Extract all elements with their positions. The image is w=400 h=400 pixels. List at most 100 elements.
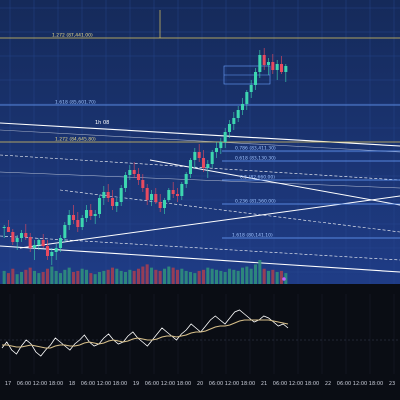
candle-body bbox=[6, 227, 11, 232]
candle-body bbox=[232, 118, 236, 124]
oscillator bbox=[0, 309, 400, 357]
candle-body bbox=[253, 72, 258, 85]
candle-body bbox=[89, 210, 93, 216]
volume-bar bbox=[41, 272, 45, 284]
volume-bar bbox=[15, 274, 19, 284]
time-axis bbox=[0, 374, 400, 400]
fib-label: 1.618 (80,141.10) bbox=[232, 233, 273, 239]
candle-body bbox=[32, 245, 37, 248]
candle-body bbox=[110, 198, 115, 206]
annotation-label: 1h 08 bbox=[95, 120, 109, 126]
candle-body bbox=[45, 246, 50, 256]
annotations: 1h 08 bbox=[95, 120, 286, 281]
volume-bar bbox=[80, 268, 84, 284]
x-tick-label: 20 bbox=[197, 381, 203, 387]
candle-body bbox=[154, 194, 158, 202]
volume-bar bbox=[197, 270, 201, 284]
volume-bar bbox=[279, 270, 284, 284]
pane-separator bbox=[0, 284, 400, 294]
x-tick-label: 19 bbox=[133, 381, 139, 387]
fib-label: 0.786 (83,411.30) bbox=[235, 146, 276, 152]
fib-label: 1.618 (85,601.70) bbox=[55, 100, 96, 106]
volume-bar bbox=[167, 266, 171, 284]
volume-bar bbox=[24, 269, 28, 284]
volume-bar bbox=[50, 266, 54, 284]
volume-bar bbox=[271, 269, 275, 284]
trendline-upper-2 bbox=[0, 129, 400, 153]
volume-bar bbox=[119, 270, 123, 284]
volume-bar bbox=[67, 267, 71, 284]
candle-body bbox=[67, 215, 71, 225]
volume-bar bbox=[6, 273, 11, 284]
volume-bar bbox=[123, 272, 128, 284]
candle-body bbox=[149, 194, 154, 200]
volume-bar bbox=[2, 270, 6, 284]
x-tick-label: 06:00 bbox=[337, 381, 351, 387]
osc-line-slow bbox=[2, 319, 289, 349]
x-tick-label: 12:00 bbox=[161, 381, 175, 387]
candle-body bbox=[184, 174, 188, 184]
x-tick-label: 18:00 bbox=[369, 381, 383, 387]
candle-body bbox=[214, 148, 219, 152]
x-axis-ticks: 17 06:00 12:00 18:00 18 06:00 12:00 18:00 19 06:0… bbox=[5, 381, 395, 387]
x-tick-label: 18 bbox=[69, 381, 75, 387]
candle-body bbox=[128, 170, 132, 175]
candle-body bbox=[193, 152, 197, 160]
candle-body bbox=[158, 202, 162, 208]
volume-bar bbox=[132, 270, 136, 284]
candle-body bbox=[188, 160, 193, 174]
x-tick-label: 06:00 bbox=[17, 381, 31, 387]
candle-body bbox=[132, 170, 136, 174]
volume-bar bbox=[11, 268, 15, 284]
volume-bar bbox=[232, 269, 236, 284]
candle-body bbox=[102, 192, 106, 198]
candle-body bbox=[240, 104, 245, 110]
volume-bar bbox=[97, 272, 102, 284]
candle-body bbox=[275, 64, 279, 70]
fib-label: 0.5 (82,660.00) bbox=[240, 175, 275, 181]
volume-bar bbox=[188, 272, 193, 284]
volume-bar bbox=[193, 273, 197, 284]
candle-body bbox=[37, 240, 41, 245]
candle-body bbox=[245, 92, 249, 104]
candle-body bbox=[93, 214, 97, 216]
volume-bar bbox=[19, 272, 24, 284]
volume-bar bbox=[258, 260, 262, 284]
volume-bar bbox=[141, 266, 145, 284]
candle-body bbox=[50, 252, 54, 256]
candle-body bbox=[162, 200, 167, 208]
candle-body bbox=[58, 238, 63, 248]
fib-label: 1.272 (84,645.80) bbox=[55, 137, 96, 143]
candle-body bbox=[210, 152, 214, 164]
candle-body bbox=[227, 124, 232, 132]
volume-bar bbox=[28, 267, 32, 284]
oscillator-pane bbox=[0, 294, 400, 374]
candle-body bbox=[145, 188, 149, 200]
volume-bar bbox=[76, 270, 80, 284]
volume-bar bbox=[180, 268, 184, 284]
volume-bar bbox=[71, 272, 76, 284]
volume-bar bbox=[206, 267, 210, 284]
candle-body bbox=[201, 158, 206, 168]
x-tick-label: 06:00 bbox=[209, 381, 223, 387]
candle-body bbox=[106, 192, 110, 198]
x-tick-label: 12:00 bbox=[289, 381, 303, 387]
candle-body bbox=[266, 62, 271, 65]
volume-bar bbox=[262, 268, 266, 284]
candle-body bbox=[223, 132, 227, 142]
x-tick-label: 06:00 bbox=[81, 381, 95, 387]
volume-bar bbox=[236, 270, 240, 284]
x-tick-label: 23 bbox=[389, 381, 395, 387]
candle-body bbox=[63, 225, 67, 238]
candle-body bbox=[84, 210, 89, 218]
candle-body bbox=[279, 64, 284, 72]
candle-body bbox=[271, 62, 275, 70]
volume-bar bbox=[219, 270, 223, 284]
volume-bar bbox=[201, 269, 206, 284]
candle-body bbox=[219, 142, 223, 148]
trendline-dashed-3 bbox=[0, 235, 400, 261]
x-tick-label: 17 bbox=[5, 381, 11, 387]
volume-bar bbox=[158, 270, 162, 284]
trendline-lower bbox=[0, 245, 400, 273]
